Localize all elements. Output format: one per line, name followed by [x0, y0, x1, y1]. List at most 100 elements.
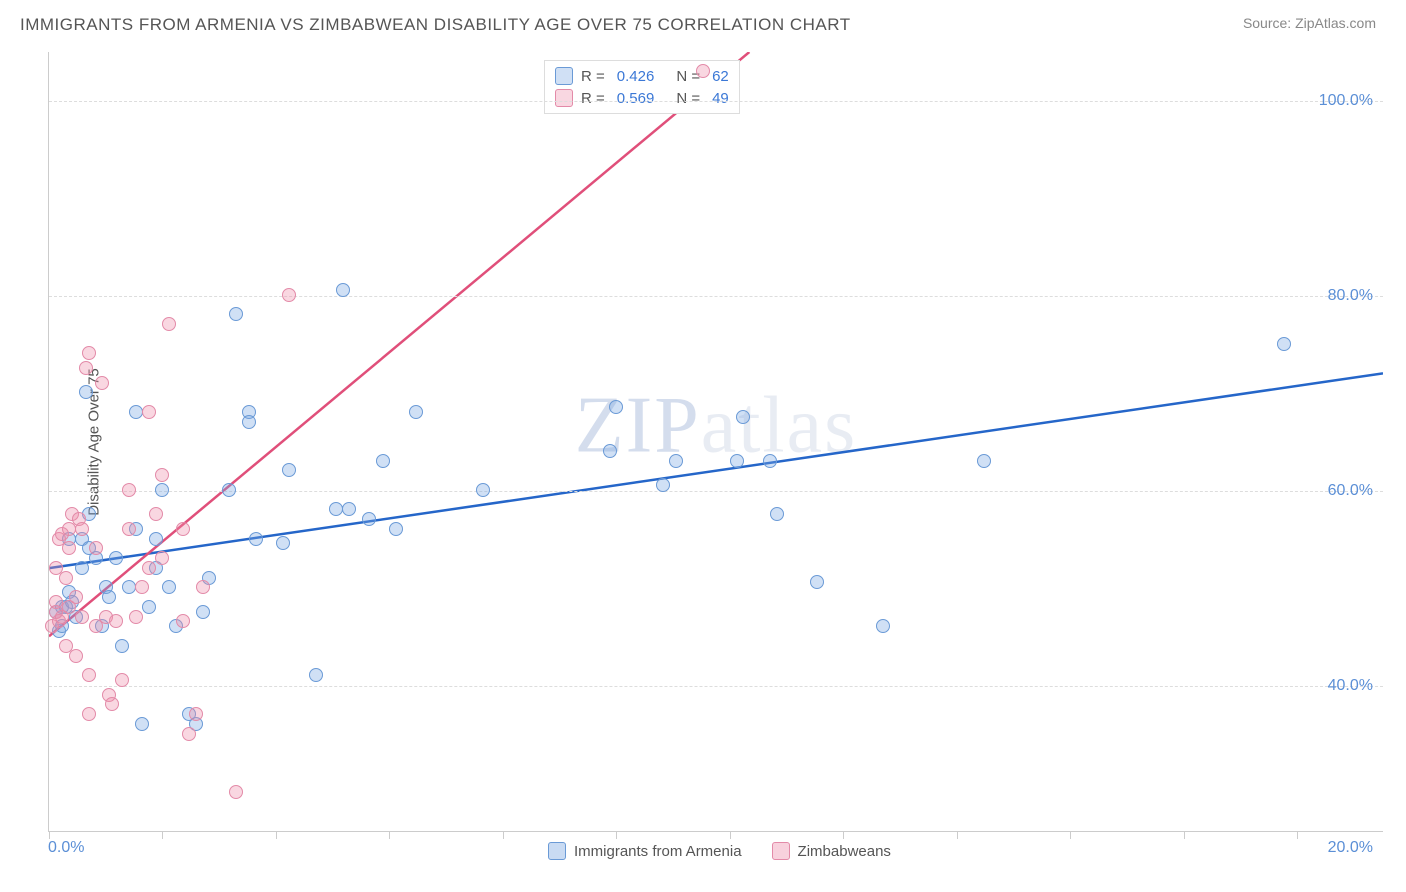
x-axis-first-tick: 0.0% — [48, 839, 84, 857]
x-tick — [162, 831, 163, 839]
data-point — [229, 785, 243, 799]
data-point — [115, 639, 129, 653]
data-point — [656, 478, 670, 492]
legend-n-value: 49 — [712, 90, 729, 107]
chart-title: IMMIGRANTS FROM ARMENIA VS ZIMBABWEAN DI… — [20, 15, 851, 35]
data-point — [49, 595, 63, 609]
data-point — [309, 668, 323, 682]
data-point — [75, 561, 89, 575]
gridline — [49, 686, 1383, 687]
y-tick-label: 80.0% — [1328, 287, 1373, 305]
data-point — [409, 405, 423, 419]
legend-n-label: N = — [676, 90, 700, 107]
x-tick — [616, 831, 617, 839]
data-point — [79, 361, 93, 375]
legend-item: Zimbabweans — [772, 842, 891, 860]
data-point — [115, 673, 129, 687]
legend-swatch — [555, 67, 573, 85]
gridline — [49, 101, 1383, 102]
legend-label: Zimbabweans — [798, 843, 891, 860]
x-tick — [957, 831, 958, 839]
x-axis-last-tick: 20.0% — [1328, 839, 1373, 857]
data-point — [336, 283, 350, 297]
data-point — [142, 561, 156, 575]
data-point — [1277, 337, 1291, 351]
data-point — [129, 610, 143, 624]
legend-r-label: R = — [581, 90, 605, 107]
data-point — [105, 697, 119, 711]
data-point — [176, 522, 190, 536]
data-point — [142, 600, 156, 614]
data-point — [229, 307, 243, 321]
data-point — [59, 571, 73, 585]
data-point — [109, 614, 123, 628]
legend-stats: R =0.426N =62R =0.569N =49 — [544, 60, 740, 114]
data-point — [696, 64, 710, 78]
data-point — [242, 415, 256, 429]
data-point — [196, 580, 210, 594]
data-point — [763, 454, 777, 468]
data-point — [122, 580, 136, 594]
x-tick — [730, 831, 731, 839]
data-point — [609, 400, 623, 414]
data-point — [142, 405, 156, 419]
x-tick — [49, 831, 50, 839]
data-point — [122, 522, 136, 536]
data-point — [135, 580, 149, 594]
data-point — [249, 532, 263, 546]
data-point — [135, 717, 149, 731]
watermark: ZIPatlas — [575, 380, 858, 471]
data-point — [149, 507, 163, 521]
legend-r-label: R = — [581, 68, 605, 85]
data-point — [155, 468, 169, 482]
y-tick-label: 60.0% — [1328, 482, 1373, 500]
x-tick — [276, 831, 277, 839]
data-point — [182, 727, 196, 741]
data-point — [129, 405, 143, 419]
data-point — [810, 575, 824, 589]
gridline — [49, 491, 1383, 492]
data-point — [82, 668, 96, 682]
data-point — [603, 444, 617, 458]
data-point — [75, 610, 89, 624]
legend-label: Immigrants from Armenia — [574, 843, 742, 860]
legend-swatch — [548, 842, 566, 860]
trend-line — [49, 52, 749, 636]
data-point — [329, 502, 343, 516]
chart-area: Disability Age Over 75 ZIPatlas R =0.426… — [48, 52, 1383, 832]
data-point — [89, 541, 103, 555]
data-point — [222, 483, 236, 497]
data-point — [189, 707, 203, 721]
data-point — [69, 590, 83, 604]
data-point — [476, 483, 490, 497]
plot-area: ZIPatlas R =0.426N =62R =0.569N =49 40.0… — [48, 52, 1383, 832]
data-point — [876, 619, 890, 633]
data-point — [669, 454, 683, 468]
legend-stat-row: R =0.569N =49 — [555, 87, 729, 109]
data-point — [736, 410, 750, 424]
data-point — [155, 551, 169, 565]
data-point — [282, 463, 296, 477]
legend-n-value: 62 — [712, 68, 729, 85]
data-point — [149, 532, 163, 546]
x-tick — [843, 831, 844, 839]
data-point — [276, 536, 290, 550]
data-point — [75, 522, 89, 536]
y-tick-label: 40.0% — [1328, 677, 1373, 695]
y-tick-label: 100.0% — [1319, 92, 1373, 110]
x-tick — [503, 831, 504, 839]
x-tick — [1070, 831, 1071, 839]
data-point — [176, 614, 190, 628]
data-point — [196, 605, 210, 619]
gridline — [49, 296, 1383, 297]
x-tick — [1184, 831, 1185, 839]
data-point — [109, 551, 123, 565]
data-point — [82, 346, 96, 360]
trend-lines-layer — [49, 52, 1383, 831]
x-tick — [1297, 831, 1298, 839]
data-point — [122, 483, 136, 497]
data-point — [282, 288, 296, 302]
data-point — [155, 483, 169, 497]
data-point — [79, 385, 93, 399]
data-point — [389, 522, 403, 536]
